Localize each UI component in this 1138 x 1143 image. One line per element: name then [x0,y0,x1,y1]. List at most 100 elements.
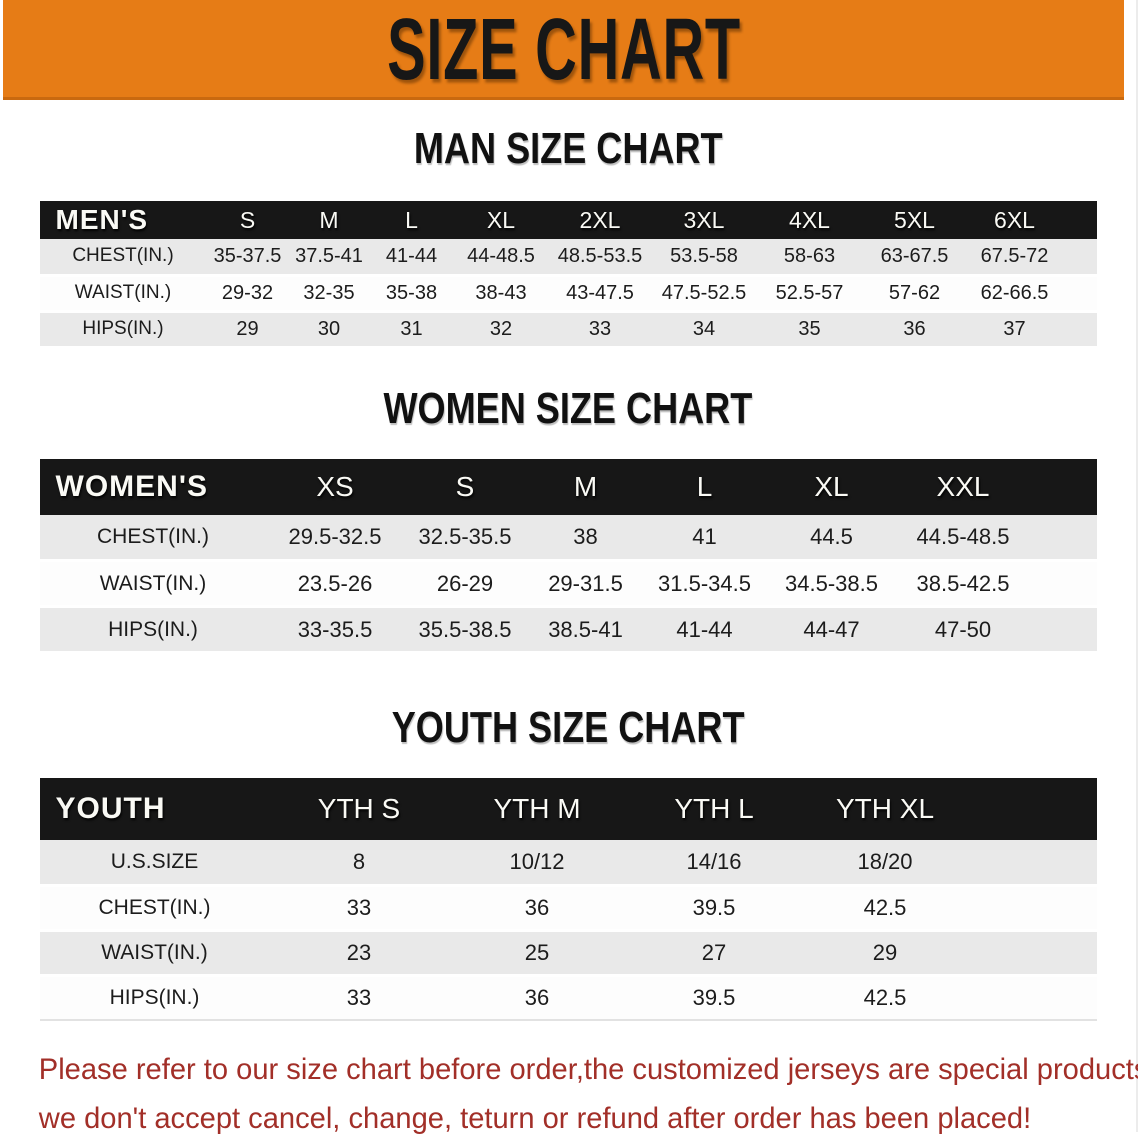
size-value-cell: 58-63 [783,244,836,267]
size-chart-section: WOMEN SIZE CHART WOMEN'S XS S M L XL XXL CHEST(I… [0,386,1136,655]
size-column-header: XXL [936,470,990,502]
size-value-cell: 8 [352,848,366,874]
table-row: WAIST(IN.) 23.5-26 26-29 29-31.5 31.5-34.5 34… [39,560,1097,607]
row-label: CHEST(IN.) [98,895,211,919]
row-label: WAIST(IN.) [74,282,172,303]
size-value-cell: 35.5-38.5 [418,616,512,642]
table-row: WAIST(IN.) 29-32 32-35 35-38 38-43 43-47.5 47.… [39,275,1097,311]
size-value-cell: 41-44 [676,616,733,642]
size-column-header: 4XL [789,206,830,233]
size-value-cell: 14/16 [686,848,742,874]
size-value-cell: 47.5-52.5 [661,281,747,304]
size-value-cell: 29-32 [221,281,274,304]
section-heading-wrap: YOUTH SIZE CHART [0,706,1136,750]
size-column-header: YTH M [493,793,581,824]
size-value-cell: 27 [701,939,727,965]
banner-title: SIZE CHART [386,0,741,98]
size-value-cell: 36 [524,894,550,920]
size-value-cell: 23 [346,939,372,965]
row-label: HIPS(IN.) [82,318,164,339]
size-value-cell: 36 [903,317,926,340]
size-value-cell: 37.5-41 [295,244,363,267]
table-header-row: YOUTH YTH S YTH M YTH L YTH XL [39,778,1097,840]
size-column-header: L [696,470,713,502]
size-value-cell: 52.5-57 [775,281,844,304]
size-value-cell: 31 [400,317,423,340]
size-value-cell: 38 [573,523,598,549]
size-value-cell: 33 [588,317,612,340]
order-notice: Please refer to our size chart before or… [0,1045,1138,1143]
size-value-cell: 32 [489,317,513,340]
size-column-header: 5XL [894,206,935,233]
size-chart-section: MAN SIZE CHART MEN'S S M L XL 2XL 3XL 4XL 5XL 6XL C… [0,127,1136,349]
size-value-cell: 39.5 [692,984,736,1010]
size-column-header: XL [814,470,849,502]
size-value-cell: 44.5-48.5 [916,523,1010,549]
size-value-cell: 33 [346,984,372,1010]
table-row: WAIST(IN.) 23 25 27 29 [39,930,1097,975]
size-value-cell: 43-47.5 [566,281,634,304]
order-notice-line-2: we don't accept cancel, change, teturn o… [38,1102,1032,1135]
table-row: HIPS(IN.) 33 36 39.5 42.5 [39,975,1097,1020]
size-value-cell: 44.5 [810,523,853,549]
size-value-cell: 31.5-34.5 [658,570,751,596]
size-value-cell: 63-67.5 [880,244,949,267]
size-value-cell: 41 [692,523,717,549]
size-column-header: S [455,470,475,502]
size-value-cell: 47-50 [934,616,992,642]
order-notice-line-1: Please refer to our size chart before or… [38,1053,1138,1086]
size-column-header: 3XL [683,206,725,233]
size-column-header: L [405,206,418,233]
size-value-cell: 29.5-32.5 [288,523,382,549]
size-value-cell: 30 [317,317,341,340]
size-chart-section: YOUTH SIZE CHART YOUTH YTH S YTH M YTH L YTH … [0,706,1136,1021]
size-column-header: XS [316,470,354,502]
size-chart-banner: SIZE CHART [3,0,1124,100]
table-row: HIPS(IN.) 29 30 31 32 33 34 35 36 37 [39,311,1097,347]
row-label: WAIST(IN.) [101,940,208,964]
size-column-header: M [573,470,598,502]
size-column-header: YTH XL [835,793,935,824]
size-value-cell: 32.5-35.5 [418,523,512,549]
size-value-cell: 18/20 [857,848,913,874]
row-label: HIPS(IN.) [109,985,200,1009]
size-value-cell: 32-35 [303,281,355,304]
size-value-cell: 38.5-42.5 [916,570,1010,596]
size-value-cell: 37 [1003,317,1026,340]
size-value-cell: 44-47 [803,616,860,642]
size-table: YOUTH YTH S YTH M YTH L YTH XL U.S.SIZE 8 10/12… [39,778,1097,1021]
size-value-cell: 33-35.5 [297,616,373,642]
size-value-cell: 23.5-26 [297,570,373,596]
size-value-cell: 26-29 [436,570,494,596]
size-table: WOMEN'S XS S M L XL XXL CHEST(IN.) 29.5-32.5 32.5… [39,458,1097,655]
size-value-cell: 35-37.5 [213,244,282,267]
size-value-cell: 57-62 [888,281,941,304]
row-label: CHEST(IN.) [97,524,209,548]
size-value-cell: 35 [798,317,821,340]
table-header-row: MEN'S S M L XL 2XL 3XL 4XL 5XL 6XL [39,201,1097,239]
table-header-row: WOMEN'S XS S M L XL XXL [39,458,1097,515]
size-value-cell: 29 [872,939,898,965]
table-corner-label: YOUTH [55,792,166,825]
size-value-cell: 39.5 [692,894,736,920]
size-column-header: S [239,206,256,233]
size-column-header: 2XL [579,206,621,233]
row-label: WAIST(IN.) [99,571,207,595]
size-value-cell: 38.5-41 [548,616,623,642]
sections-container: MAN SIZE CHART MEN'S S M L XL 2XL 3XL 4XL 5XL 6XL C… [0,127,1136,1021]
size-column-header: XL [486,206,516,233]
row-label: HIPS(IN.) [108,617,198,641]
size-value-cell: 29 [236,317,259,340]
section-heading-wrap: WOMEN SIZE CHART [0,386,1136,431]
size-value-cell: 34 [692,317,716,340]
size-value-cell: 38-43 [475,281,527,304]
table-corner-label: MEN'S [55,204,149,235]
size-value-cell: 29-31.5 [548,570,623,596]
section-heading: MAN SIZE CHART [413,124,723,173]
row-label: CHEST(IN.) [72,245,174,267]
section-heading: YOUTH SIZE CHART [391,703,745,752]
size-column-header: M [319,206,339,233]
table-row: CHEST(IN.) 29.5-32.5 32.5-35.5 38 41 44.5 44.5… [39,514,1097,561]
size-value-cell: 10/12 [509,848,565,874]
size-value-cell: 44-48.5 [467,244,535,267]
